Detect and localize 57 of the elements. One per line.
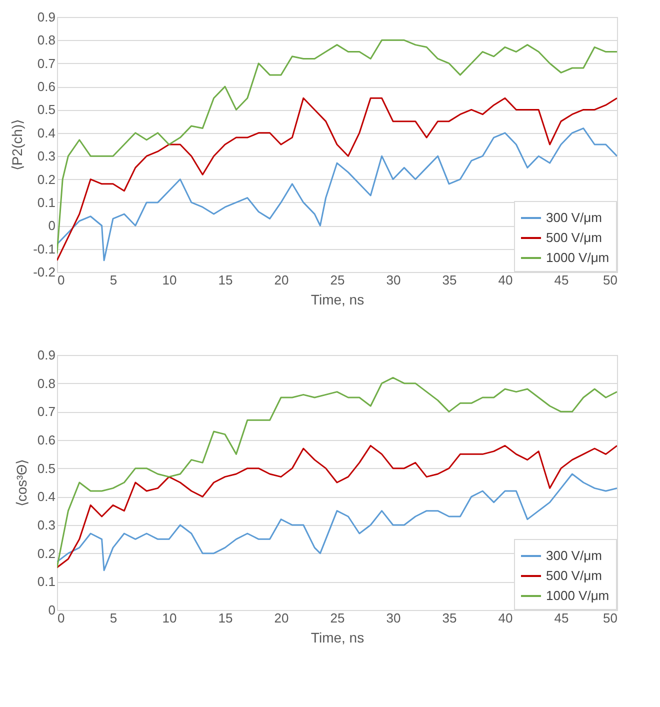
y-tick-label: -0.2	[33, 264, 56, 280]
y-tick-label: 0.7	[37, 56, 56, 71]
line-series	[57, 473, 617, 572]
legend-label: 300 V/μm	[546, 210, 602, 225]
y-tick-label: 0.3	[37, 148, 56, 164]
x-tick-label: 10	[162, 272, 177, 288]
x-tick-label: 35	[442, 272, 457, 288]
x-tick-label: 25	[330, 610, 345, 626]
y-tick-label: 0.1	[37, 194, 56, 210]
legend-label: 500 V/μm	[546, 230, 602, 245]
y-tick-label: 0.8	[37, 376, 56, 391]
legend-label: 1000 V/μm	[546, 250, 610, 265]
y-tick-label: 0.9	[37, 10, 56, 24]
y-tick-label: 0.4	[37, 489, 56, 504]
x-tick-label: 0	[58, 610, 65, 626]
x-tick-label: 50	[603, 272, 618, 288]
x-tick-label: 45	[554, 610, 569, 626]
y-axis-title: ⟨P2(ch)⟩	[9, 119, 26, 171]
y-tick-label: 0.3	[37, 518, 56, 532]
y-tick-label: 0.9	[37, 348, 56, 362]
x-tick-label: 35	[442, 610, 457, 626]
line-series	[57, 39, 617, 254]
x-tick-label: 30	[386, 610, 401, 626]
x-tick-label: 10	[162, 610, 177, 626]
x-tick-label: 25	[330, 272, 345, 288]
legend-label: 1000 V/μm	[546, 588, 610, 603]
x-tick-label: 15	[218, 272, 233, 288]
y-tick-label: 0.1	[37, 574, 56, 590]
x-axis-title: Time, ns	[310, 630, 364, 646]
x-tick-label: 20	[274, 610, 289, 626]
x-tick-label: 0	[58, 272, 65, 288]
y-tick-label: 0.7	[37, 404, 56, 420]
y-axis-title: ⟨cos³Θ⟩	[13, 459, 30, 507]
x-tick-label: 5	[110, 610, 118, 626]
x-tick-label: 50	[603, 610, 618, 626]
y-tick-label: 0	[48, 218, 56, 234]
x-tick-label: 5	[110, 272, 118, 288]
legend-label: 500 V/μm	[546, 568, 602, 583]
x-tick-label: 40	[498, 272, 513, 288]
y-tick-label: 0.6	[37, 79, 56, 94]
y-tick-label: 0.5	[37, 102, 56, 118]
x-tick-label: 15	[218, 610, 233, 626]
y-tick-label: -0.1	[33, 241, 56, 256]
y-tick-label: 0.4	[37, 125, 56, 140]
y-tick-label: 0.2	[37, 172, 56, 187]
y-tick-label: 0.6	[37, 432, 56, 448]
legend-label: 300 V/μm	[546, 548, 602, 563]
x-tick-label: 30	[386, 272, 401, 288]
y-tick-label: 0.2	[37, 546, 56, 561]
line-series	[57, 444, 617, 568]
x-tick-label: 40	[498, 610, 513, 626]
line-series	[57, 376, 617, 568]
x-tick-label: 20	[274, 272, 289, 288]
y-tick-label: 0.8	[37, 32, 56, 48]
y-tick-label: 0.5	[37, 460, 56, 476]
x-axis-title: Time, ns	[310, 292, 364, 308]
x-tick-label: 45	[554, 272, 569, 288]
